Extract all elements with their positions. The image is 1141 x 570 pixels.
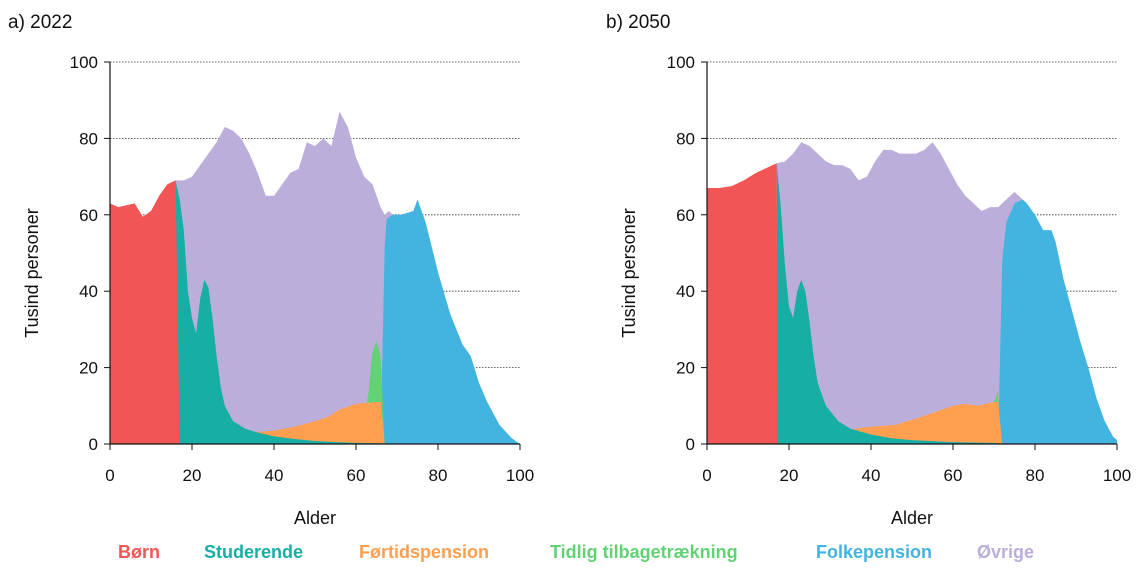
legend-folkepension: Folkepension [816,542,933,562]
x-tick-label: 40 [862,466,881,485]
y-tick-label: 0 [89,435,98,454]
panel-2050: 0 20 40 60 80 100 0 20 40 60 80 100 b) 2050 Alder Tusi… [606,12,1131,528]
y-tick-label: 80 [676,129,695,148]
panel-2022: 0 20 40 60 80 100 0 20 40 60 80 100 a) 2022 Alder Tusi… [8,12,534,528]
area-ovrige [776,142,1023,444]
y-tick-label: 40 [676,282,695,301]
y-tick-label: 60 [676,206,695,225]
y-tick-label: 60 [79,206,98,225]
area-folkepension [380,199,520,444]
chart-title: b) 2050 [606,12,670,33]
chart-title: a) 2022 [8,12,72,33]
y-tick-label: 100 [70,53,98,72]
area-born [110,180,180,445]
x-tick-label: 80 [429,466,448,485]
area-born [707,163,778,445]
x-axis-label: Alder [294,508,336,528]
legend-tidlig-tilbagetraekning: Tidlig tilbagetrækning [550,542,738,562]
x-tick-label: 60 [347,466,366,485]
x-tick-label: 100 [506,466,534,485]
y-tick-label: 40 [79,282,98,301]
x-tick-label: 60 [944,466,963,485]
figure: 0 20 40 60 80 100 0 20 40 60 80 100 a) 2022 Alder Tusi… [8,12,1131,528]
y-tick-label: 20 [79,359,98,378]
y-axis-label: Tusind personer [22,208,42,337]
y-tick-label: 0 [686,435,695,454]
legend-fortidspension: Førtidspension [359,542,489,562]
y-tick-label: 100 [667,53,695,72]
y-tick-label: 20 [676,359,695,378]
x-tick-label: 0 [105,466,114,485]
x-axis-label: Alder [891,508,933,528]
legend: Børn Studerende Førtidspension Tidlig ti… [0,538,1141,568]
x-tick-label: 0 [702,466,711,485]
legend-ovrige: Øvrige [977,542,1035,562]
legend-born: Børn [118,542,160,562]
area-studerende [776,163,1003,445]
x-tick-label: 40 [265,466,284,485]
y-axis-label: Tusind personer [619,208,639,337]
x-tick-label: 100 [1103,466,1131,485]
x-tick-label: 20 [780,466,799,485]
legend-studerende: Studerende [204,542,304,562]
area-folkepension [998,199,1117,444]
area-studerende [175,180,385,445]
area-ovrige [175,111,418,444]
y-tick-label: 80 [79,129,98,148]
x-tick-label: 80 [1026,466,1045,485]
x-tick-label: 20 [183,466,202,485]
